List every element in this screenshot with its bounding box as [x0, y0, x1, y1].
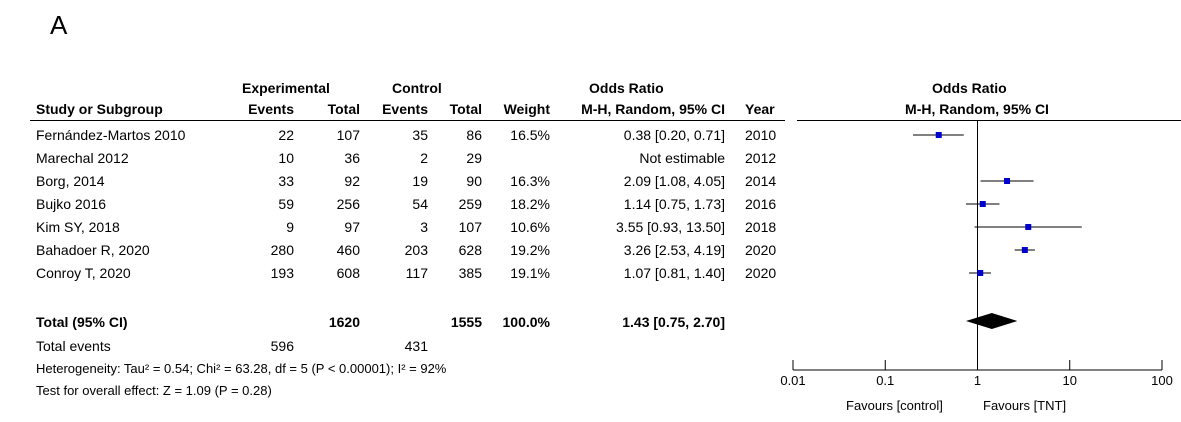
- row-year: 2020: [745, 265, 777, 281]
- row-weight: 19.1%: [510, 265, 550, 281]
- point-estimate-marker: [1025, 224, 1032, 230]
- x-tick-label: 1: [973, 373, 982, 388]
- row-exp-events: 33: [278, 173, 294, 189]
- row-odds-ratio: Not estimable: [639, 150, 725, 166]
- point-estimate-marker: [977, 270, 984, 276]
- row-exp-events: 9: [286, 219, 294, 235]
- header-experimental: Experimental: [242, 80, 330, 96]
- row-exp-total: 107: [336, 127, 360, 143]
- x-tick-label: 10: [1062, 373, 1077, 388]
- heterogeneity-text: Heterogeneity: Tau² = 0.54; Chi² = 63.28…: [36, 361, 447, 376]
- favours-right-label: Favours [TNT]: [983, 398, 1067, 413]
- header-odds-ratio: Odds Ratio: [589, 80, 664, 96]
- row-odds-ratio: 2.09 [1.08, 4.05]: [623, 173, 725, 189]
- plot-header-rule: [797, 120, 1181, 121]
- row-weight: 18.2%: [510, 196, 550, 212]
- point-estimate-marker: [979, 201, 986, 207]
- header-year: Year: [745, 101, 775, 117]
- row-year: 2012: [745, 150, 777, 166]
- header-exp-total: Total: [327, 101, 360, 117]
- row-ctl-total: 86: [466, 127, 482, 143]
- row-study-name: Conroy T, 2020: [36, 265, 131, 281]
- header-or-method: M-H, Random, 95% CI: [581, 101, 725, 117]
- header-ctl-total: Total: [449, 101, 482, 117]
- row-year: 2020: [745, 242, 777, 258]
- row-odds-ratio: 3.55 [0.93, 13.50]: [616, 219, 725, 235]
- row-exp-events: 22: [278, 127, 294, 143]
- row-year: 2010: [745, 127, 777, 143]
- row-year: 2014: [745, 173, 777, 189]
- panel-label: A: [50, 10, 68, 40]
- row-ctl-events: 3: [420, 219, 428, 235]
- row-weight: 16.5%: [510, 127, 550, 143]
- row-exp-total: 460: [336, 242, 360, 258]
- row-ctl-total: 29: [466, 150, 482, 166]
- row-odds-ratio: 1.14 [0.75, 1.73]: [623, 196, 725, 212]
- row-exp-total: 97: [344, 219, 360, 235]
- row-ctl-total: 107: [458, 219, 482, 235]
- row-exp-events: 193: [270, 265, 294, 281]
- header-study: Study or Subgroup: [36, 101, 163, 117]
- plot-header-title: Odds Ratio: [932, 80, 1007, 96]
- row-year: 2016: [745, 196, 777, 212]
- total-events-label: Total events: [36, 338, 111, 354]
- overall-effect-text: Test for overall effect: Z = 1.09 (P = 0…: [36, 383, 272, 398]
- row-study-name: Bahadoer R, 2020: [36, 242, 150, 258]
- header-control: Control: [392, 80, 442, 96]
- header-ctl-events: Events: [382, 101, 428, 117]
- row-study-name: Fernández-Martos 2010: [36, 127, 186, 143]
- row-study-name: Bujko 2016: [36, 196, 107, 212]
- row-ctl-events: 117: [405, 265, 428, 281]
- row-exp-total: 36: [344, 150, 360, 166]
- row-ctl-events: 35: [412, 127, 428, 143]
- total-or: 1.43 [0.75, 2.70]: [622, 314, 725, 330]
- pooled-diamond: [965, 313, 1018, 329]
- table-header-rule: [30, 120, 785, 121]
- row-ctl-events: 2: [420, 150, 428, 166]
- total-events-ctl: 431: [404, 338, 428, 354]
- row-study-name: Marechal 2012: [36, 150, 129, 166]
- header-exp-events: Events: [248, 101, 294, 117]
- row-weight: 19.2%: [510, 242, 550, 258]
- row-odds-ratio: 0.38 [0.20, 0.71]: [623, 127, 725, 143]
- point-estimate-marker: [1004, 178, 1011, 184]
- row-exp-events: 10: [278, 150, 294, 166]
- row-exp-events: 280: [270, 242, 294, 258]
- row-ctl-events: 54: [412, 196, 428, 212]
- header-weight: Weight: [503, 101, 550, 117]
- total-ctl-total: 1555: [450, 314, 482, 330]
- row-ctl-total: 385: [458, 265, 482, 281]
- row-ctl-total: 628: [458, 242, 482, 258]
- total-exp-total: 1620: [328, 314, 360, 330]
- row-odds-ratio: 1.07 [0.81, 1.40]: [623, 265, 725, 281]
- row-odds-ratio: 3.26 [2.53, 4.19]: [623, 242, 725, 258]
- row-exp-events: 59: [278, 196, 294, 212]
- row-year: 2018: [745, 219, 777, 235]
- row-study-name: Borg, 2014: [36, 173, 105, 189]
- plot-header-method: M-H, Random, 95% CI: [905, 101, 1049, 117]
- point-estimate-marker: [935, 132, 942, 138]
- row-exp-total: 92: [344, 173, 360, 189]
- x-tick-label: 100: [1151, 373, 1173, 388]
- total-events-exp: 596: [270, 338, 294, 354]
- row-ctl-events: 19: [412, 173, 428, 189]
- favours-left-label: Favours [control]: [846, 398, 943, 413]
- row-ctl-events: 203: [404, 242, 428, 258]
- total-label: Total (95% CI): [36, 314, 128, 330]
- row-exp-total: 608: [336, 265, 360, 281]
- total-weight: 100.0%: [502, 314, 550, 330]
- point-estimate-marker: [1021, 247, 1028, 253]
- row-ctl-total: 259: [458, 196, 482, 212]
- x-tick-label: 0.01: [780, 373, 806, 388]
- row-weight: 10.6%: [510, 219, 550, 235]
- row-weight: 16.3%: [510, 173, 550, 189]
- row-exp-total: 256: [336, 196, 360, 212]
- x-tick-label: 0.1: [876, 373, 895, 388]
- row-study-name: Kim SY, 2018: [36, 219, 120, 235]
- row-ctl-total: 90: [466, 173, 482, 189]
